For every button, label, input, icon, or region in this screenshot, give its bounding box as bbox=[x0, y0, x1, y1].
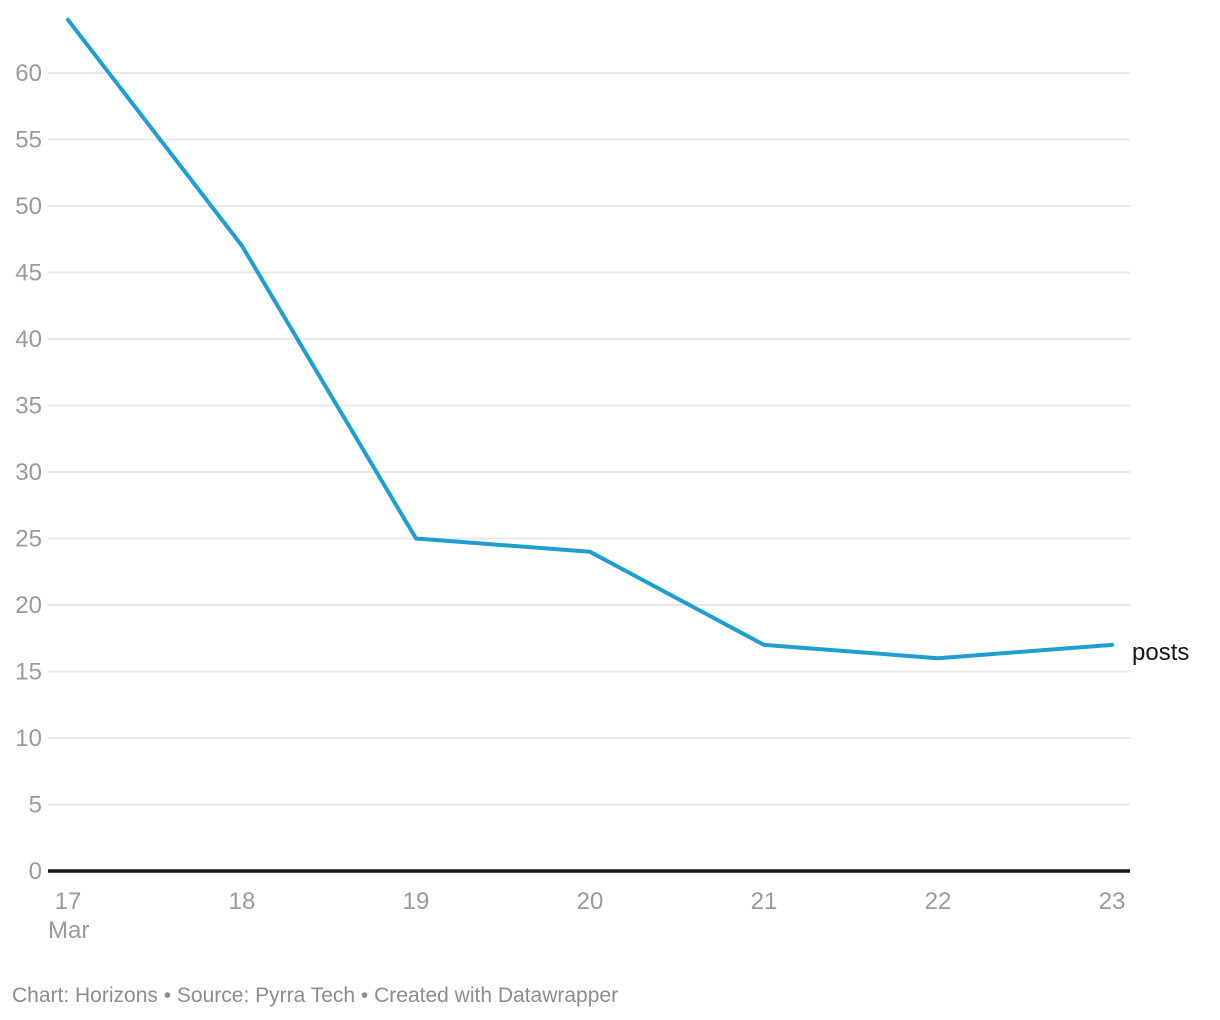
x-tick-label: 17 bbox=[55, 888, 82, 915]
x-tick-label: 20 bbox=[577, 888, 604, 915]
y-tick-label: 50 bbox=[15, 193, 42, 220]
y-tick-label: 45 bbox=[15, 260, 42, 287]
y-tick-label: 60 bbox=[15, 60, 42, 87]
line-chart: 0 5 10 15 20 25 30 35 40 45 50 55 60 17 18 19 20 21 22 23 Ma… bbox=[15, 17, 1189, 944]
x-tick-label: 19 bbox=[403, 888, 430, 915]
series-label-posts: posts bbox=[1132, 639, 1189, 666]
y-tick-label: 20 bbox=[15, 592, 42, 619]
posts-line bbox=[66, 17, 1114, 661]
x-tick-label: 18 bbox=[229, 888, 256, 915]
y-tick-label: 35 bbox=[15, 393, 42, 420]
y-tick-label: 40 bbox=[15, 326, 42, 353]
y-tick-label: 30 bbox=[15, 459, 42, 486]
x-tick-label: 22 bbox=[925, 888, 952, 915]
y-tick-label: 5 bbox=[29, 792, 42, 819]
x-axis-month-label: Mar bbox=[48, 917, 89, 944]
x-tick-label: 21 bbox=[751, 888, 778, 915]
y-tick-label: 15 bbox=[15, 659, 42, 686]
y-tick-label: 55 bbox=[15, 127, 42, 154]
y-tick-label: 0 bbox=[29, 858, 42, 885]
x-tick-label: 23 bbox=[1099, 888, 1126, 915]
y-tick-label: 25 bbox=[15, 526, 42, 553]
y-tick-label: 10 bbox=[15, 725, 42, 752]
chart-footer: Chart: Horizons • Source: Pyrra Tech • C… bbox=[12, 984, 619, 1007]
